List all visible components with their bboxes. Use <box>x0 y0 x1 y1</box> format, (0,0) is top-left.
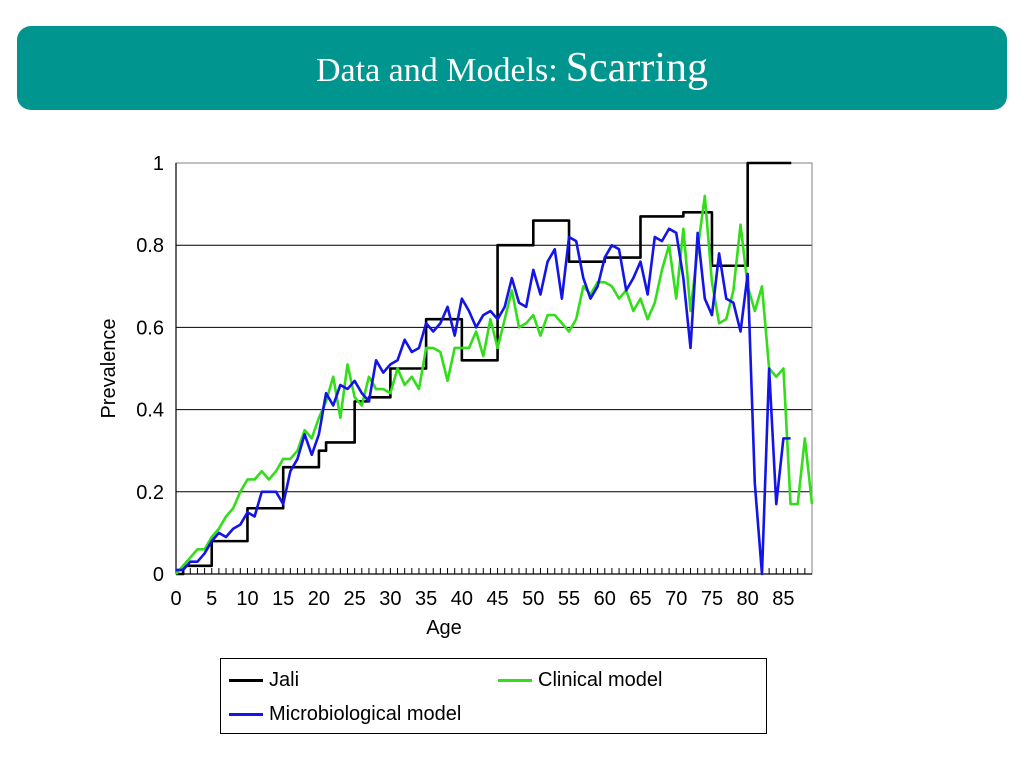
x-tick-label: 15 <box>272 588 294 610</box>
y-tick-label: 0.2 <box>136 482 164 504</box>
series-line-clinical-model <box>175 194 814 575</box>
x-tick-label: 55 <box>558 588 580 610</box>
legend-swatch-jali <box>229 679 263 682</box>
x-axis-title: Age <box>426 617 462 639</box>
y-tick-label: 0.6 <box>136 317 164 339</box>
series-line-microbiological-model <box>176 227 791 576</box>
legend-item-microbiological-model: Microbiological model <box>229 703 461 726</box>
legend-item-jali: Jali <box>229 669 299 692</box>
x-tick-label: 80 <box>737 588 759 610</box>
x-tick-label: 20 <box>308 588 330 610</box>
title-bar: Data and Models: Scarring <box>17 26 1007 110</box>
legend-swatch-microbiological-model <box>229 713 263 716</box>
y-tick-label: 1 <box>153 153 164 175</box>
y-axis-title: Prevalence <box>98 318 120 418</box>
x-tick-label: 35 <box>415 588 437 610</box>
x-tick-label: 30 <box>379 588 401 610</box>
series-line-jali <box>176 161 792 576</box>
x-tick-label: 50 <box>522 588 544 610</box>
slide-title-main: Data and Models: <box>315 52 558 89</box>
legend-item-clinical-model: Clinical model <box>498 669 663 692</box>
slide-title: Data and Models: Scarring <box>316 44 708 92</box>
y-tick-label: 0.8 <box>136 235 164 257</box>
x-tick-label: 75 <box>701 588 723 610</box>
y-tick-label: 0.4 <box>136 400 164 422</box>
x-tick-label: 10 <box>236 588 258 610</box>
x-tick-label: 0 <box>170 588 181 610</box>
y-tick-label: 0 <box>153 564 164 586</box>
legend-label-clinical-model: Clinical model <box>538 669 663 691</box>
legend-label-microbiological-model: Microbiological model <box>269 703 462 725</box>
slide-title-emphasis: Scarring <box>565 45 708 91</box>
x-tick-label: 60 <box>594 588 616 610</box>
legend-swatch-clinical-model <box>498 679 532 682</box>
x-tick-label: 40 <box>451 588 473 610</box>
x-tick-label: 65 <box>629 588 651 610</box>
x-tick-label: 70 <box>665 588 687 610</box>
x-tick-label: 45 <box>486 588 508 610</box>
plot-area <box>176 163 812 574</box>
x-tick-label: 85 <box>772 588 794 610</box>
legend-label-jali: Jali <box>269 669 300 691</box>
x-tick-label: 25 <box>344 588 366 610</box>
x-tick-label: 5 <box>206 588 217 610</box>
chart-legend: Jali Clinical model Microbiological mode… <box>220 658 767 734</box>
